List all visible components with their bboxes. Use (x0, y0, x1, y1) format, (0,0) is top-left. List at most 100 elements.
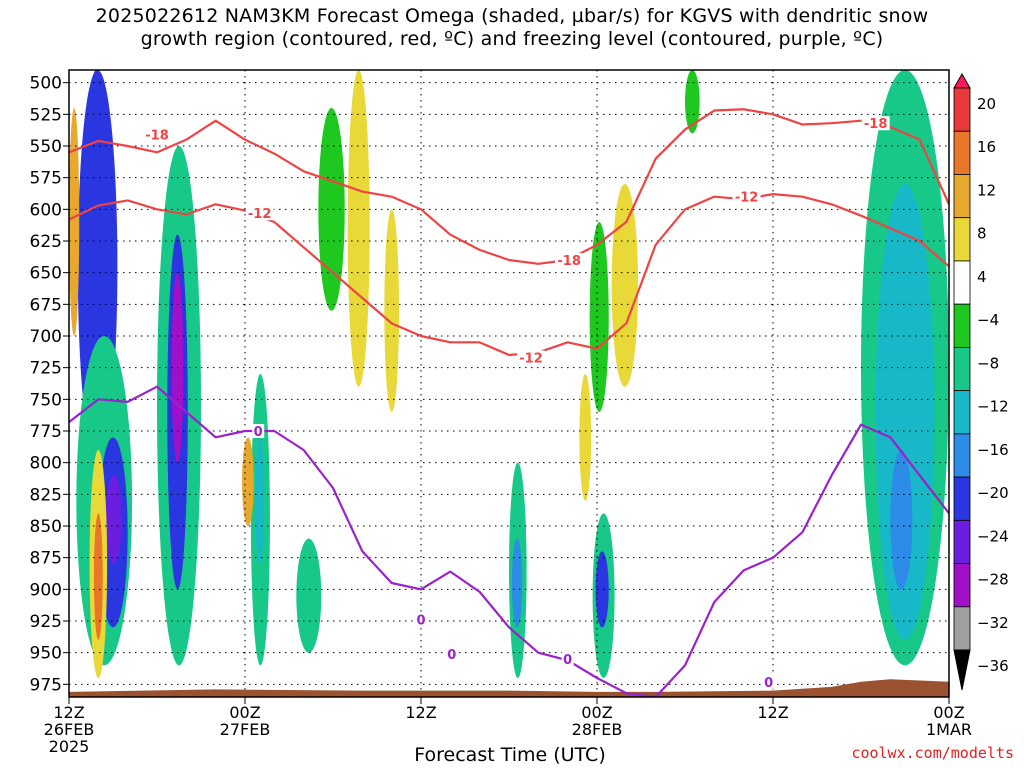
colorbar-label: −32 (977, 614, 1009, 632)
contour-label-bg (732, 189, 761, 204)
colorbar-segment (953, 260, 971, 305)
y-tick-label: 550 (30, 137, 62, 157)
site-credit: coolwx.com/modelts (851, 744, 1014, 762)
colorbar-label: 12 (977, 181, 996, 199)
colorbar-label: −8 (977, 354, 999, 372)
chart-title-line-2: growth region (contoured, red, ºC) and f… (140, 28, 884, 50)
omega-cell (890, 450, 913, 590)
contour--12 (69, 193, 949, 357)
x-tick-label: 12Z (757, 703, 788, 722)
contour-label: -12 (735, 191, 759, 206)
x-tick-label: 28FEB (572, 720, 623, 739)
contour-label-bg (861, 116, 890, 131)
contour-label: -18 (864, 117, 888, 132)
contour-label: 0 (447, 648, 456, 663)
y-tick-label: 625 (30, 232, 62, 252)
colorbar-label: −28 (977, 571, 1009, 589)
contour-label: 0 (254, 425, 263, 440)
omega-cell (384, 209, 399, 412)
y-tick-label: 925 (30, 612, 62, 632)
dotted-grid (69, 70, 949, 697)
omega-cell (511, 538, 523, 628)
y-tick-label: 750 (30, 390, 62, 410)
y-tick-label: 675 (30, 295, 62, 315)
x-tick-label: 12Z (53, 703, 84, 722)
contour-0 (69, 385, 949, 697)
omega-cell (685, 70, 700, 134)
x-tick-label: 2025 (49, 737, 90, 756)
x-tick-label: 00Z (933, 703, 964, 722)
x-tick-label: 00Z (581, 703, 612, 722)
contour-label-bg (517, 350, 545, 365)
y-tick-label: 900 (30, 580, 62, 600)
colorbar-label: 16 (977, 138, 996, 156)
omega-cell (296, 538, 322, 653)
contour-label: -18 (145, 129, 169, 144)
colorbar-segment (953, 174, 971, 219)
x-tick-label: 1MAR (926, 720, 972, 739)
colorbar-segment (953, 217, 971, 262)
omega-cell (611, 184, 639, 387)
contour-label: 0 (563, 653, 572, 668)
colorbar-segment (953, 303, 971, 348)
omega-cell (69, 108, 80, 336)
contour-label: -12 (248, 207, 272, 222)
omega-cell (589, 222, 609, 412)
omega-cell (93, 513, 103, 641)
omega-cell (242, 437, 254, 526)
colorbar-segment (953, 87, 971, 132)
y-tick-label: 800 (30, 454, 62, 474)
colorbar-label: 20 (977, 95, 996, 113)
colorbar-segment (953, 519, 971, 564)
colorbar-label: −20 (977, 484, 1009, 502)
omega-cell (105, 475, 122, 564)
y-tick-label: 875 (30, 549, 62, 569)
x-tick-label: 00Z (229, 703, 260, 722)
omega-cell (579, 374, 592, 501)
y-tick-label: 975 (30, 675, 62, 695)
contour-label: -18 (557, 254, 581, 269)
pressure-axis: 500 525 550 575 600 625 650 675 700 725 750 775 800 8… (30, 74, 69, 695)
contour-label-bg (252, 424, 265, 438)
x-axis-label: Forecast Time (UTC) (414, 744, 606, 766)
omega-cell (595, 551, 609, 628)
y-tick-label: 575 (30, 169, 62, 189)
y-tick-label: 850 (30, 517, 62, 537)
colorbar-label: −36 (977, 657, 1009, 675)
colorbar-segment (953, 563, 971, 608)
x-tick-label: 26FEB (44, 720, 95, 739)
plot-background (69, 70, 949, 697)
terrain-fill (69, 679, 949, 697)
colorbar-label: 4 (977, 268, 987, 286)
contour-label: -12 (519, 352, 543, 367)
y-tick-label: 700 (30, 327, 62, 347)
colorbar-segment (953, 433, 971, 478)
y-tick-label: 725 (30, 359, 62, 379)
contour-label-bg (762, 674, 775, 689)
y-tick-label: 650 (30, 264, 62, 284)
colorbar-label: −24 (977, 527, 1009, 545)
x-tick-label: 27FEB (220, 720, 271, 739)
omega-cell (255, 437, 265, 564)
colorbar-top-arrow (953, 72, 971, 89)
plot-frame (68, 69, 950, 698)
contour-label-bg (415, 612, 427, 627)
contour-lines: -18 -18 -18 -12 -12 -12 0 0 0 0 0 (69, 108, 949, 697)
contour-label-bg (143, 127, 171, 142)
contour-label: 0 (416, 614, 425, 629)
colorbar-label: −16 (977, 441, 1009, 459)
colorbar-segment (953, 606, 971, 651)
colorbar-bottom-arrow (953, 649, 971, 691)
contour-label-bg (245, 206, 274, 221)
contour-label-bg (445, 646, 458, 661)
contour--18 (69, 108, 949, 265)
contour-label: 0 (764, 676, 773, 691)
ground-terrain (69, 679, 949, 697)
colorbar-label: 8 (977, 225, 987, 243)
y-tick-label: 825 (30, 485, 62, 505)
omega-cell (318, 107, 345, 311)
x-tick-label: 12Z (405, 703, 436, 722)
colorbar-label: −4 (977, 311, 999, 329)
contour-label-bg (555, 253, 584, 267)
